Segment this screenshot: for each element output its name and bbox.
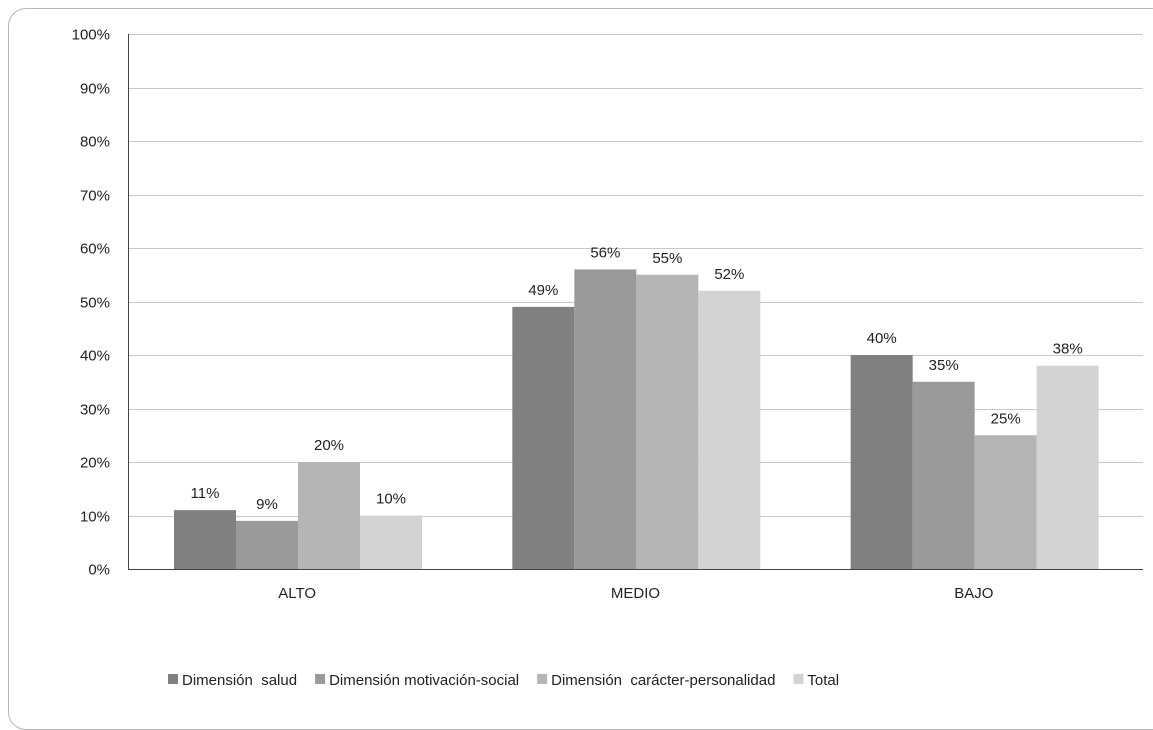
y-tick-label: 80% (80, 134, 110, 151)
legend-label: Dimensión carácter-personalidad (551, 672, 775, 689)
legend-swatch (793, 674, 804, 684)
legend-swatch (537, 674, 548, 684)
legend: Dimensión salud Dimensión motivación-soci… (168, 672, 839, 689)
legend-label: Dimensión salud (182, 672, 297, 689)
data-label: 20% (314, 437, 344, 454)
category-label: BAJO (954, 585, 993, 602)
data-label: 9% (256, 496, 278, 513)
y-tick-label: 40% (80, 348, 110, 365)
data-label: 55% (652, 250, 682, 267)
bar (236, 520, 298, 569)
data-label: 35% (929, 357, 959, 374)
bars (174, 269, 1099, 569)
y-tick-label: 0% (88, 562, 110, 579)
bar-chart: 0% 10% 20% 30% 40% 50% 60% 70% 80% 90% 100% 11% 9% 2… (72, 27, 1143, 689)
legend-swatch (315, 674, 326, 684)
y-tick-label: 10% (80, 509, 110, 526)
bar (698, 290, 761, 569)
y-tick-label: 100% (72, 27, 110, 44)
bar (512, 306, 575, 569)
data-label: 56% (590, 244, 620, 261)
bar (174, 510, 236, 569)
bar (974, 435, 1037, 569)
y-tick-label: 90% (80, 81, 110, 98)
bar (636, 274, 699, 569)
y-tick-label: 50% (80, 295, 110, 312)
y-tick-label: 30% (80, 402, 110, 419)
bar (850, 355, 913, 569)
legend-label: Total (807, 672, 839, 689)
legend-swatch (168, 674, 178, 684)
category-label: MEDIO (611, 585, 660, 602)
data-label: 49% (528, 282, 558, 299)
y-tick-label: 70% (80, 188, 110, 205)
bar (574, 269, 637, 569)
y-axis-ticks: 0% 10% 20% 30% 40% 50% 60% 70% 80% 90% 100% (72, 27, 110, 579)
data-label: 10% (376, 491, 406, 508)
bar (1036, 365, 1099, 569)
data-label: 52% (714, 266, 744, 283)
data-label: 11% (191, 485, 220, 502)
data-label: 38% (1053, 341, 1083, 358)
bar (912, 381, 975, 569)
y-tick-label: 60% (80, 241, 110, 258)
x-axis-categories: ALTO MEDIO BAJO (278, 585, 993, 602)
data-labels: 11% 9% 20% 10% 49% 56% 55% 52% 40% 35% 25% 38% (191, 244, 1083, 512)
bar (298, 462, 360, 569)
category-label: ALTO (278, 585, 316, 602)
data-label: 40% (867, 330, 897, 347)
y-tick-label: 20% (80, 455, 110, 472)
bar (360, 515, 422, 569)
data-label: 25% (991, 410, 1021, 427)
legend-label: Dimensión motivación-social (329, 672, 519, 689)
